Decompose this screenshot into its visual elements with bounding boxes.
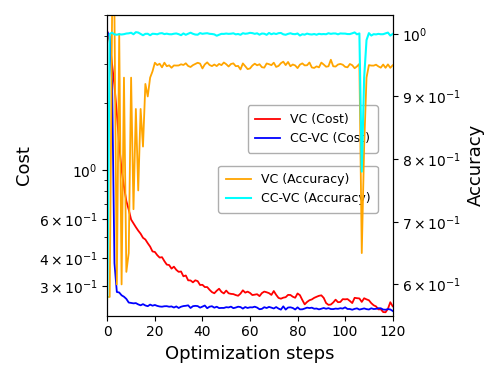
VC (Accuracy)	[174, 63, 180, 68]
Y-axis label: Cost: Cost	[15, 146, 33, 185]
VC (Cost)	[382, 310, 388, 314]
VC (Cost)	[226, 291, 232, 296]
VC (Accuracy)	[109, 13, 115, 17]
CC-VC (Accuracy)	[133, 30, 139, 34]
VC (Accuracy)	[104, 295, 110, 299]
Y-axis label: Accuracy: Accuracy	[467, 124, 485, 206]
CC-VC (Cost)	[171, 305, 177, 310]
CC-VC (Cost)	[370, 307, 376, 311]
VC (Accuracy)	[373, 62, 379, 67]
CC-VC (Cost)	[133, 301, 139, 305]
VC (Cost)	[133, 225, 139, 229]
VC (Cost)	[282, 295, 288, 299]
Line: VC (Cost): VC (Cost)	[108, 32, 393, 312]
CC-VC (Cost)	[226, 305, 232, 310]
VC (Cost)	[104, 29, 110, 34]
CC-VC (Accuracy)	[174, 31, 180, 36]
VC (Cost)	[171, 264, 177, 269]
VC (Cost)	[370, 303, 376, 308]
CC-VC (Accuracy)	[285, 32, 291, 36]
CC-VC (Accuracy)	[135, 30, 141, 35]
CC-VC (Cost)	[104, 29, 110, 34]
CC-VC (Cost)	[297, 307, 303, 311]
CC-VC (Accuracy)	[300, 32, 306, 37]
Line: CC-VC (Accuracy): CC-VC (Accuracy)	[108, 32, 393, 297]
VC (Accuracy)	[390, 63, 396, 68]
Legend: VC (Accuracy), CC-VC (Accuracy): VC (Accuracy), CC-VC (Accuracy)	[218, 166, 378, 213]
VC (Accuracy)	[135, 188, 141, 193]
VC (Cost)	[390, 304, 396, 308]
X-axis label: Optimization steps: Optimization steps	[166, 345, 335, 363]
CC-VC (Accuracy)	[373, 32, 379, 37]
VC (Cost)	[297, 293, 303, 297]
CC-VC (Cost)	[390, 309, 396, 313]
CC-VC (Accuracy)	[390, 32, 396, 36]
VC (Accuracy)	[300, 61, 306, 66]
VC (Accuracy)	[228, 62, 234, 66]
Line: CC-VC (Cost): CC-VC (Cost)	[108, 32, 393, 311]
Line: VC (Accuracy): VC (Accuracy)	[108, 15, 393, 297]
VC (Accuracy)	[285, 60, 291, 64]
CC-VC (Cost)	[282, 307, 288, 312]
CC-VC (Accuracy)	[104, 295, 110, 299]
CC-VC (Accuracy)	[228, 31, 234, 36]
